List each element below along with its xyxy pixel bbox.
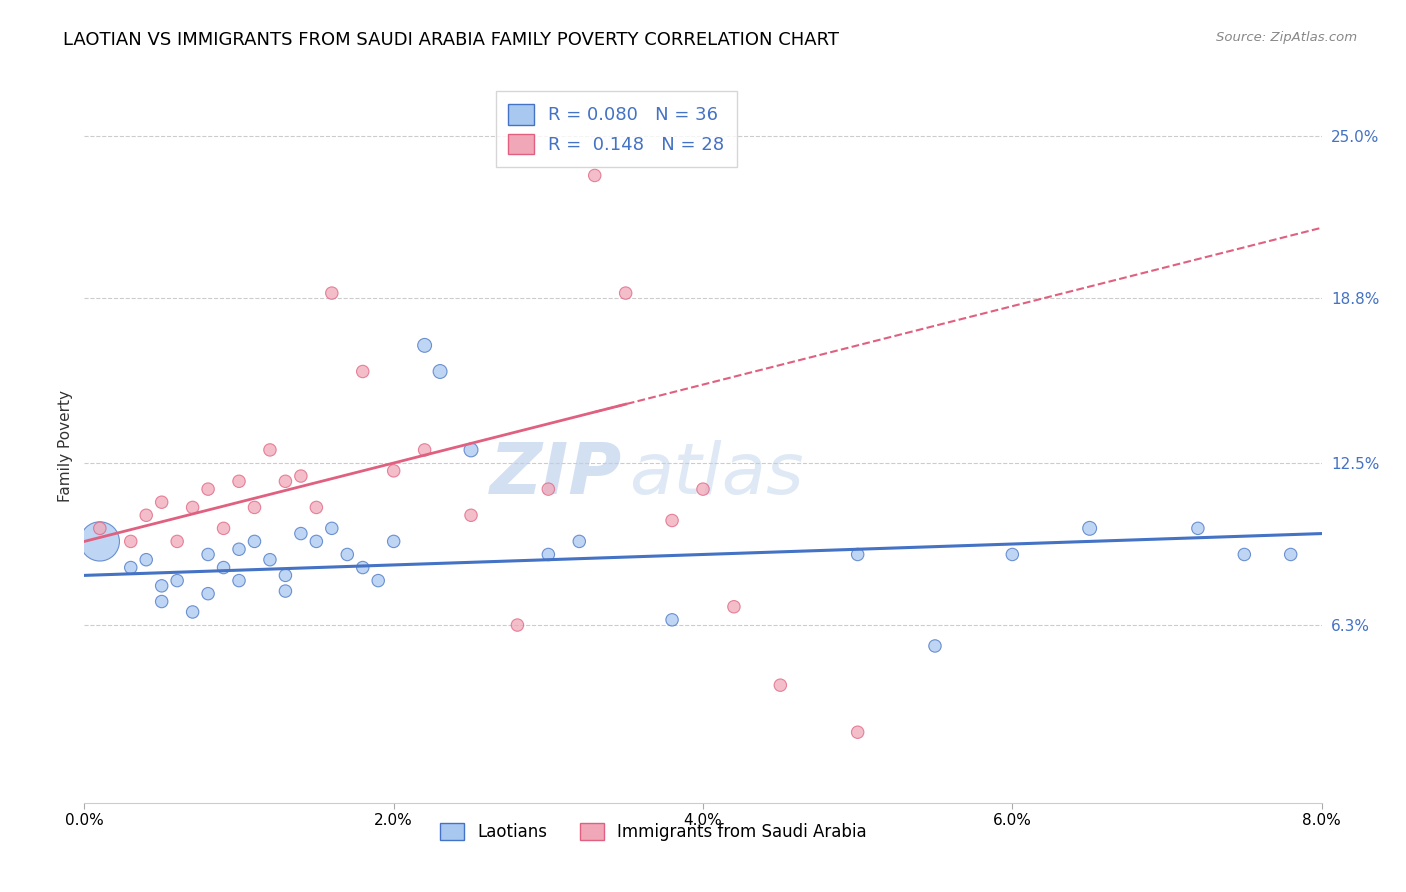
Point <box>661 514 683 528</box>
Point <box>181 605 204 619</box>
Point <box>506 618 529 632</box>
Point <box>321 286 343 301</box>
Point <box>382 534 405 549</box>
Point <box>1279 548 1302 562</box>
Point <box>924 639 946 653</box>
Point <box>367 574 389 588</box>
Point <box>290 526 312 541</box>
Point <box>537 548 560 562</box>
Point <box>1233 548 1256 562</box>
Point <box>429 364 451 378</box>
Point <box>413 338 436 352</box>
Point <box>135 552 157 566</box>
Point <box>228 542 250 557</box>
Point <box>568 534 591 549</box>
Text: atlas: atlas <box>628 440 803 509</box>
Point <box>274 584 297 599</box>
Point <box>259 552 281 566</box>
Point <box>692 482 714 496</box>
Point <box>769 678 792 692</box>
Point <box>460 442 482 457</box>
Point <box>352 364 374 378</box>
Point <box>197 548 219 562</box>
Point <box>290 469 312 483</box>
Point <box>197 587 219 601</box>
Point <box>150 594 173 608</box>
Point <box>583 169 606 183</box>
Point <box>661 613 683 627</box>
Point <box>537 482 560 496</box>
Point <box>166 534 188 549</box>
Point <box>1001 548 1024 562</box>
Point <box>614 286 637 301</box>
Y-axis label: Family Poverty: Family Poverty <box>58 390 73 502</box>
Point <box>243 534 266 549</box>
Point <box>460 508 482 523</box>
Point <box>274 475 297 489</box>
Point <box>212 560 235 574</box>
Point <box>305 534 328 549</box>
Point <box>181 500 204 515</box>
Point <box>166 574 188 588</box>
Point <box>413 442 436 457</box>
Point <box>352 560 374 574</box>
Point <box>212 521 235 535</box>
Point <box>1187 521 1209 535</box>
Point <box>150 579 173 593</box>
Point <box>259 442 281 457</box>
Point <box>1078 521 1101 535</box>
Point <box>321 521 343 535</box>
Text: Source: ZipAtlas.com: Source: ZipAtlas.com <box>1216 31 1357 45</box>
Text: ZIP: ZIP <box>491 440 623 509</box>
Point <box>336 548 359 562</box>
Point <box>135 508 157 523</box>
Point <box>846 548 869 562</box>
Point <box>274 568 297 582</box>
Point <box>243 500 266 515</box>
Point <box>846 725 869 739</box>
Point <box>723 599 745 614</box>
Point <box>150 495 173 509</box>
Point <box>120 560 142 574</box>
Point <box>228 574 250 588</box>
Point <box>89 534 111 549</box>
Point <box>305 500 328 515</box>
Text: LAOTIAN VS IMMIGRANTS FROM SAUDI ARABIA FAMILY POVERTY CORRELATION CHART: LAOTIAN VS IMMIGRANTS FROM SAUDI ARABIA … <box>63 31 839 49</box>
Point <box>197 482 219 496</box>
Point <box>228 475 250 489</box>
Point <box>89 521 111 535</box>
Point <box>120 534 142 549</box>
Point <box>382 464 405 478</box>
Legend: Laotians, Immigrants from Saudi Arabia: Laotians, Immigrants from Saudi Arabia <box>433 816 873 848</box>
